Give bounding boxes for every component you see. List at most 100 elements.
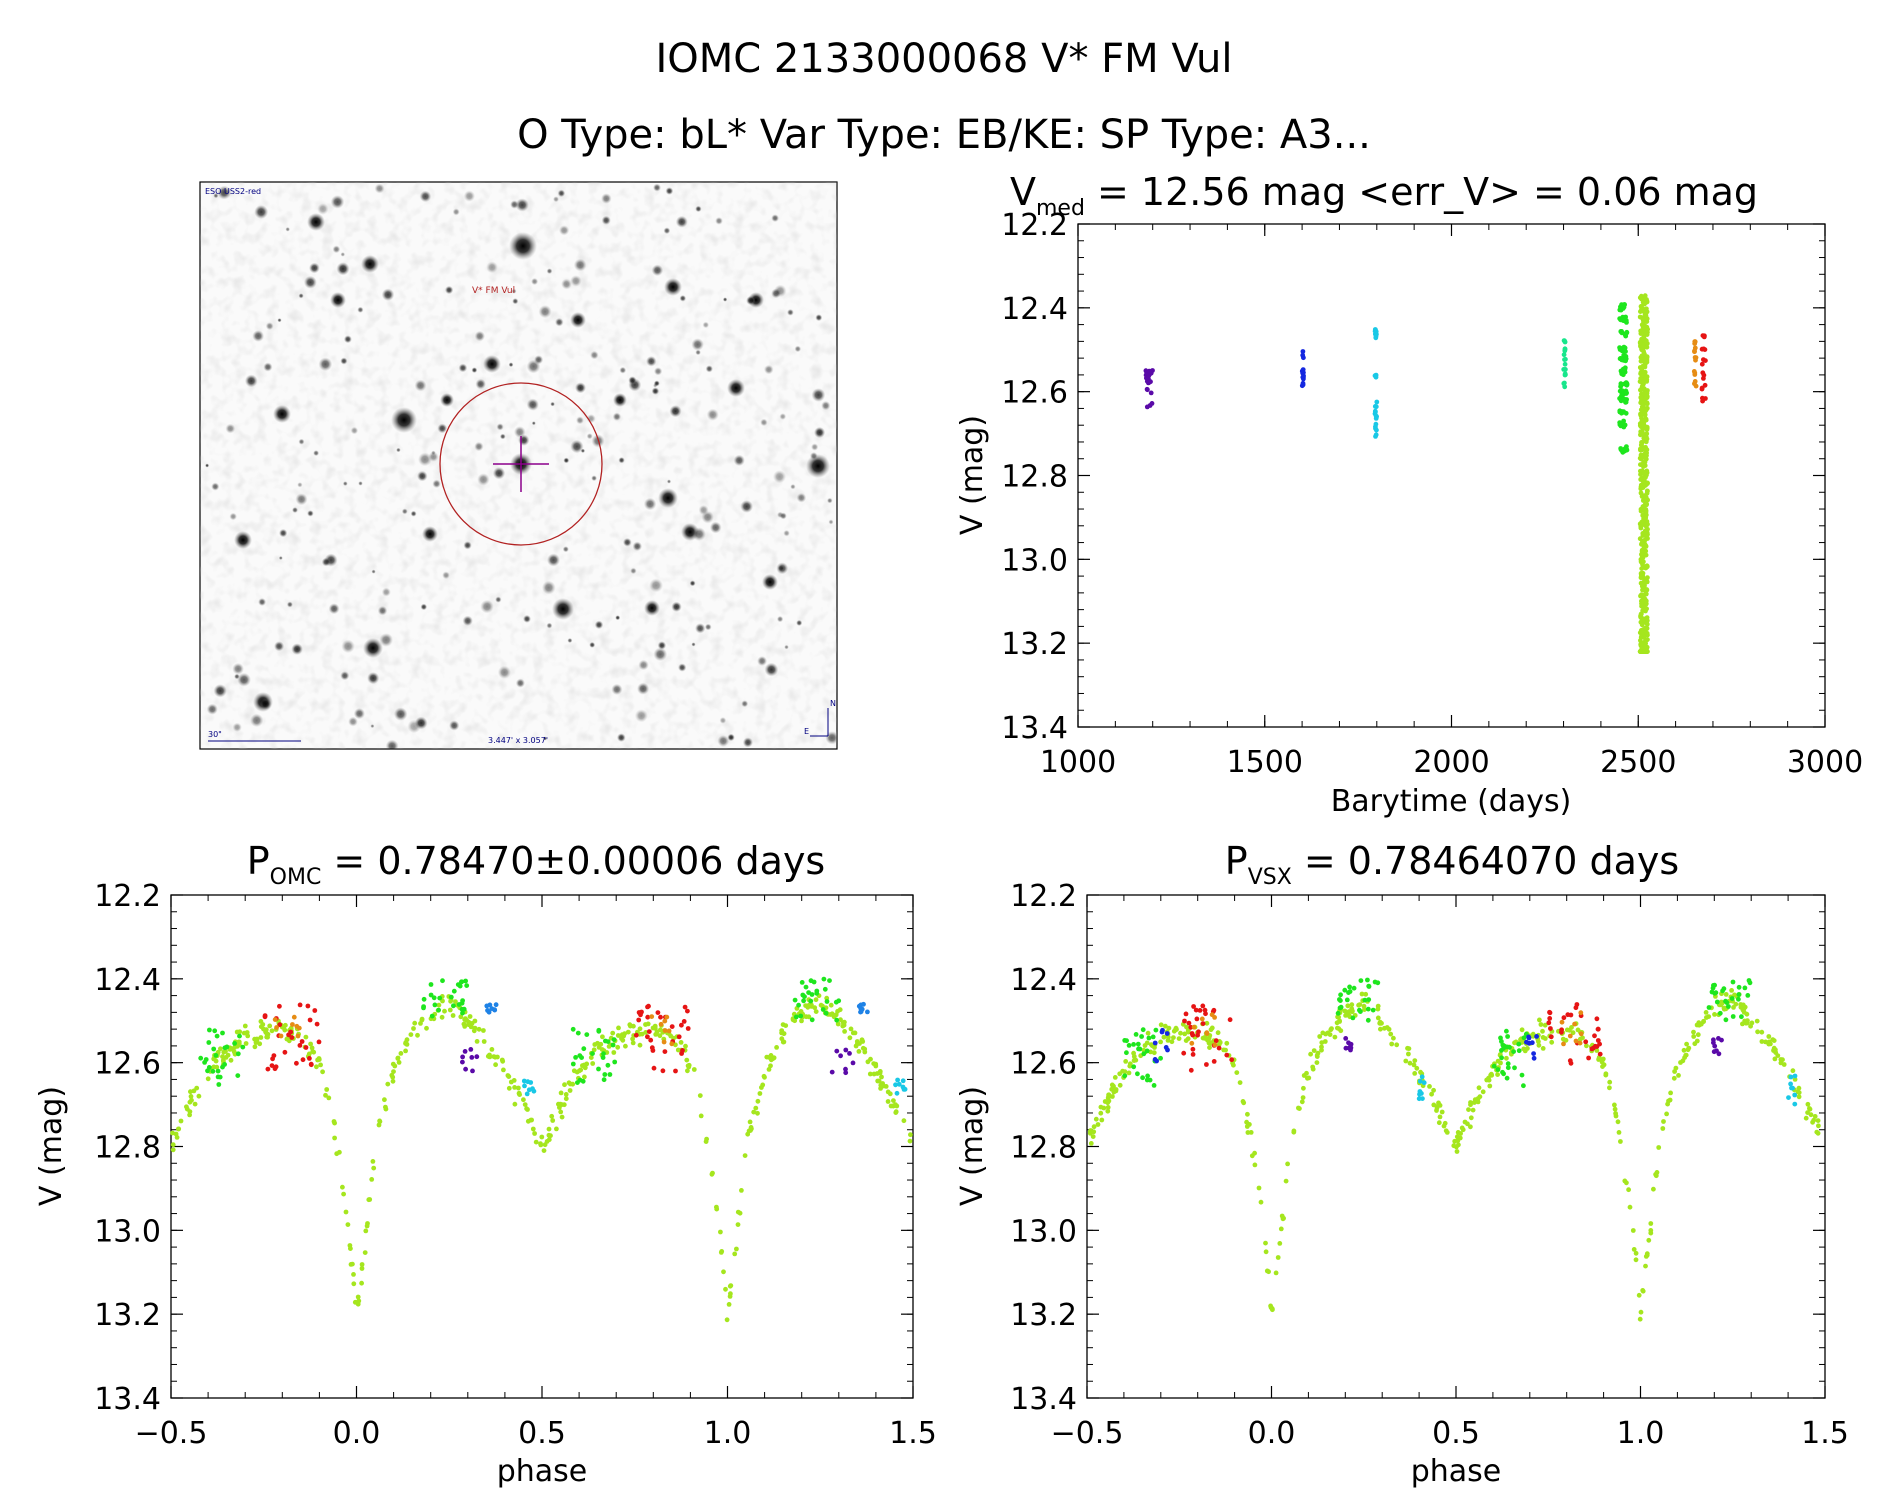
finder-star: [336, 262, 350, 276]
data-point: [1348, 1041, 1354, 1047]
data-point: [303, 1034, 309, 1040]
data-point: [1349, 1002, 1355, 1008]
finder-star: [483, 355, 501, 373]
data-point: [1570, 1030, 1576, 1036]
finder-star: [252, 330, 265, 342]
data-point: [218, 1046, 223, 1052]
finder-star: [783, 529, 790, 537]
data-point: [1547, 1009, 1552, 1015]
data-point: [459, 979, 465, 985]
data-point: [213, 1053, 219, 1058]
data-point: [1577, 1040, 1583, 1046]
finder-star: [709, 521, 722, 534]
data-point: [654, 1029, 660, 1035]
data-point: [768, 1063, 773, 1069]
finder-star: [632, 541, 643, 552]
data-point: [1638, 452, 1644, 458]
data-point: [1561, 1041, 1566, 1047]
data-point: [803, 1003, 808, 1008]
data-point: [1530, 1031, 1536, 1037]
data-point: [1718, 1002, 1724, 1008]
data-point: [396, 1060, 402, 1065]
finder-star: [250, 713, 264, 728]
data-point: [1300, 380, 1306, 386]
lightcurve-ylabel: V (mag): [955, 415, 990, 535]
data-point: [1623, 356, 1629, 362]
data-point: [528, 1080, 534, 1085]
finder-star: [727, 733, 735, 742]
data-point: [1435, 1103, 1441, 1108]
data-point: [1358, 978, 1364, 983]
data-point: [1389, 1041, 1395, 1047]
data-point: [213, 1058, 219, 1064]
finder-star: [553, 196, 559, 203]
finder-star: [295, 493, 308, 506]
data-point: [1306, 1075, 1312, 1081]
data-point: [1468, 1124, 1473, 1130]
data-point: [343, 1209, 349, 1215]
data-point: [1561, 1015, 1567, 1021]
data-point: [879, 1074, 884, 1080]
data-point: [803, 1014, 809, 1020]
data-point: [1766, 1039, 1772, 1045]
data-point: [1638, 446, 1643, 452]
data-point: [723, 1286, 728, 1292]
data-point: [1698, 1021, 1704, 1027]
data-point: [1599, 1059, 1605, 1065]
finder-star: [746, 295, 756, 306]
finder-star: [567, 638, 573, 643]
finder-star: [452, 208, 460, 216]
data-point: [1419, 1074, 1425, 1080]
data-point: [212, 1028, 218, 1034]
data-point: [657, 1033, 663, 1039]
data-point: [1638, 355, 1644, 360]
data-point: [481, 1039, 487, 1044]
data-point: [439, 1014, 445, 1020]
data-point: [1209, 1012, 1215, 1018]
finder-star: [509, 232, 537, 260]
finder-star: [512, 298, 519, 305]
data-point: [493, 1002, 499, 1008]
finder-star: [474, 441, 484, 452]
finder-star: [702, 321, 710, 329]
data-point: [841, 1022, 847, 1028]
finder-star: [277, 318, 282, 323]
data-point: [714, 1206, 720, 1212]
data-point: [1717, 1010, 1723, 1016]
data-point: [908, 1132, 913, 1138]
data-point: [887, 1091, 893, 1097]
data-point: [1643, 439, 1649, 445]
data-point: [516, 1090, 522, 1096]
data-point: [1643, 510, 1649, 515]
data-point: [1639, 365, 1644, 371]
data-point: [1350, 1015, 1356, 1021]
data-point: [1638, 508, 1644, 514]
data-point: [1641, 423, 1647, 429]
data-point: [432, 1002, 438, 1008]
data-point: [685, 1063, 691, 1069]
data-point: [170, 1142, 176, 1148]
data-point: [1678, 1060, 1683, 1065]
data-point: [1407, 1060, 1413, 1066]
finder-star: [541, 580, 556, 595]
data-point: [901, 1087, 907, 1092]
data-point: [1642, 592, 1648, 597]
x-tick-label: 0.0: [333, 1416, 381, 1451]
finder-star: [234, 531, 252, 549]
finder-star: [552, 598, 574, 620]
data-point: [1411, 1062, 1417, 1068]
data-point: [1431, 1087, 1436, 1093]
data-point: [611, 1050, 617, 1055]
data-point: [803, 984, 809, 990]
data-point: [269, 1028, 275, 1034]
data-point: [300, 1057, 306, 1063]
finder-star: [496, 423, 504, 431]
finder-star: [815, 314, 823, 322]
finder-star: [679, 295, 687, 302]
data-point: [718, 1229, 723, 1235]
data-point: [1621, 396, 1627, 402]
data-point: [1559, 1019, 1565, 1025]
finder-star: [573, 258, 587, 272]
data-point: [1505, 1065, 1511, 1071]
